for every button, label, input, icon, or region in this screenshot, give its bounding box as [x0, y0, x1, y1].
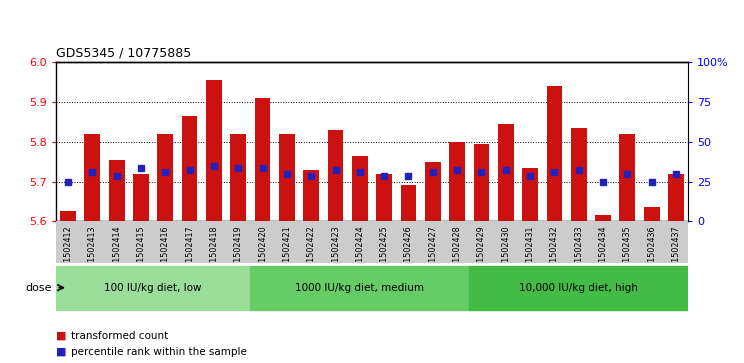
Text: GSM1502417: GSM1502417 [185, 225, 194, 279]
Bar [60, 212, 76, 221]
Bar [157, 134, 173, 221]
Bar [352, 156, 368, 221]
Bar [449, 142, 465, 221]
Text: GSM1502432: GSM1502432 [550, 225, 559, 279]
Text: GSM1502435: GSM1502435 [623, 225, 632, 279]
Bar [668, 174, 684, 221]
Bar [469, 266, 688, 310]
Bar [327, 130, 344, 221]
Bar [254, 98, 271, 221]
Text: GSM1502431: GSM1502431 [525, 225, 535, 279]
Text: GSM1502434: GSM1502434 [599, 225, 608, 279]
Bar [400, 185, 417, 221]
Text: GSM1502437: GSM1502437 [672, 225, 681, 279]
Text: 1000 IU/kg diet, medium: 1000 IU/kg diet, medium [295, 283, 424, 293]
Text: 10,000 IU/kg diet, high: 10,000 IU/kg diet, high [519, 283, 638, 293]
Text: percentile rank within the sample: percentile rank within the sample [71, 347, 246, 357]
Bar [133, 174, 149, 221]
Text: GSM1502433: GSM1502433 [574, 225, 583, 279]
Bar [231, 134, 246, 221]
Bar [109, 160, 124, 221]
Text: GSM1502423: GSM1502423 [331, 225, 340, 279]
Text: GSM1502426: GSM1502426 [404, 225, 413, 279]
Text: GSM1502414: GSM1502414 [112, 225, 121, 279]
Text: GDS5345 / 10775885: GDS5345 / 10775885 [56, 47, 191, 60]
Text: GSM1502415: GSM1502415 [136, 225, 145, 279]
Bar [571, 128, 587, 221]
Text: transformed count: transformed count [71, 331, 168, 341]
Text: GSM1502421: GSM1502421 [283, 225, 292, 279]
Text: GSM1502413: GSM1502413 [88, 225, 97, 279]
Bar [304, 170, 319, 221]
Bar [206, 80, 222, 221]
Text: GSM1502412: GSM1502412 [63, 225, 72, 279]
Bar [473, 144, 490, 221]
Bar [56, 266, 251, 310]
Text: ■: ■ [56, 347, 66, 357]
Text: GSM1502425: GSM1502425 [379, 225, 388, 280]
Bar [522, 168, 538, 221]
Bar [498, 124, 513, 221]
Text: ■: ■ [56, 331, 66, 341]
Bar [425, 162, 440, 221]
Bar [547, 86, 562, 221]
Text: GSM1502420: GSM1502420 [258, 225, 267, 279]
Text: GSM1502416: GSM1502416 [161, 225, 170, 279]
Bar [279, 134, 295, 221]
Text: GSM1502428: GSM1502428 [452, 225, 461, 279]
Bar [644, 208, 660, 221]
Text: GSM1502429: GSM1502429 [477, 225, 486, 280]
Bar [84, 134, 100, 221]
Text: GSM1502419: GSM1502419 [234, 225, 243, 279]
Bar [182, 116, 197, 221]
Text: GSM1502427: GSM1502427 [429, 225, 437, 280]
Bar [376, 174, 392, 221]
Text: GSM1502422: GSM1502422 [307, 225, 315, 280]
Text: GSM1502430: GSM1502430 [501, 225, 510, 279]
Text: dose: dose [25, 283, 52, 293]
Text: GSM1502436: GSM1502436 [647, 225, 656, 279]
Text: GSM1502418: GSM1502418 [209, 225, 219, 279]
Text: 100 IU/kg diet, low: 100 IU/kg diet, low [104, 283, 202, 293]
Bar [620, 134, 635, 221]
Text: GSM1502424: GSM1502424 [356, 225, 365, 279]
Bar [595, 216, 611, 221]
Bar [251, 266, 469, 310]
